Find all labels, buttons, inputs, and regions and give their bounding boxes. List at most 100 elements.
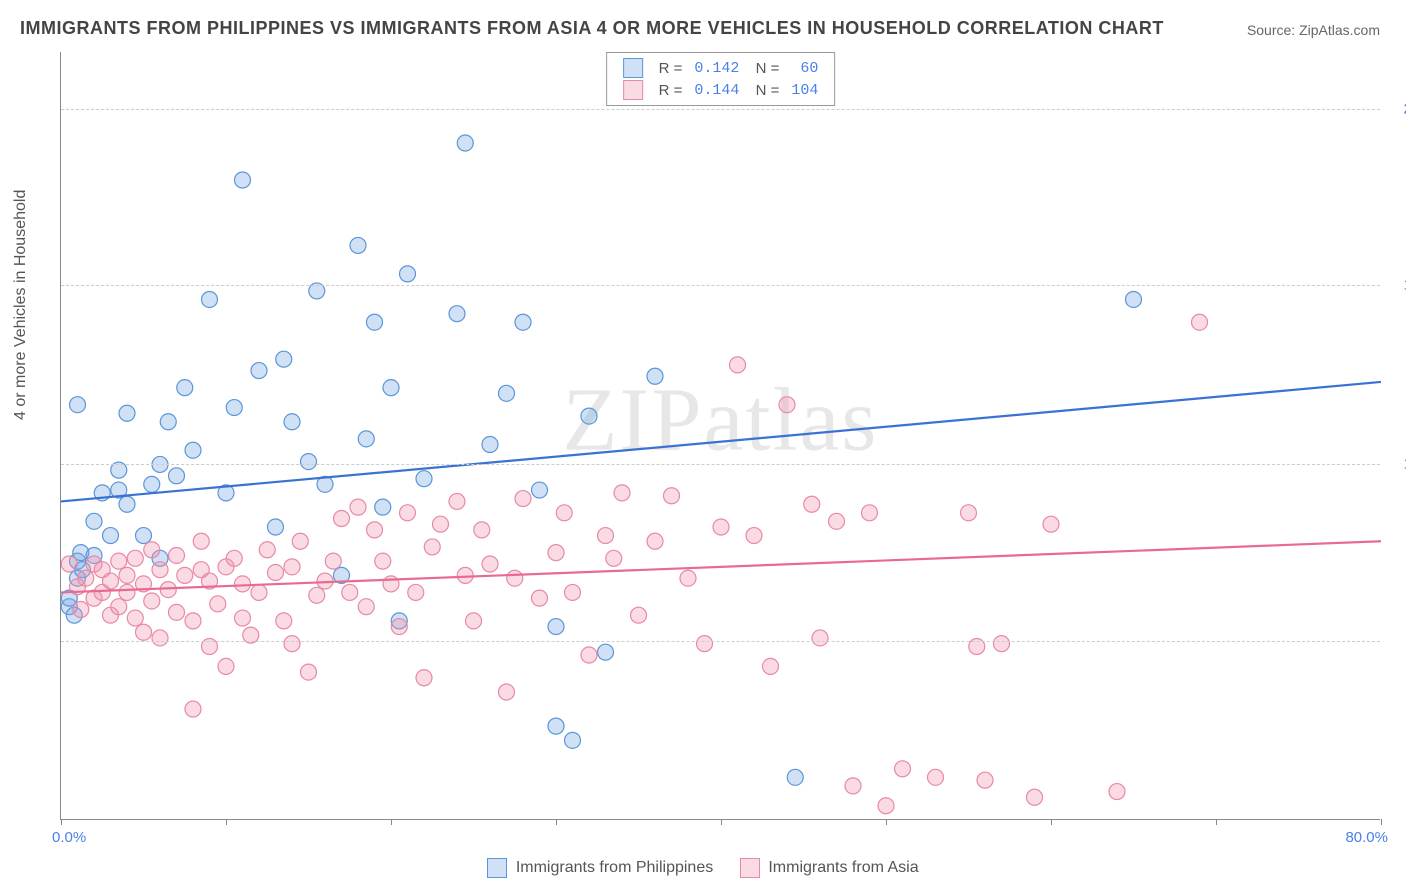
grid-line [61, 641, 1380, 642]
legend-label-asia: Immigrants from Asia [768, 859, 918, 876]
data-point [160, 414, 176, 430]
data-point [325, 553, 341, 569]
swatch-asia-bottom [740, 858, 760, 878]
data-point [210, 596, 226, 612]
data-point [548, 619, 564, 635]
data-point [961, 505, 977, 521]
data-point [268, 565, 284, 581]
data-point [334, 510, 350, 526]
data-point [284, 636, 300, 652]
data-point [375, 553, 391, 569]
data-point [457, 567, 473, 583]
data-point [680, 570, 696, 586]
n-value-asia: 104 [785, 79, 824, 101]
data-point [548, 718, 564, 734]
x-tick [556, 819, 557, 825]
data-point [235, 172, 251, 188]
data-point [565, 584, 581, 600]
data-point [235, 576, 251, 592]
data-point [218, 658, 234, 674]
grid-line [61, 464, 1380, 465]
data-point [367, 522, 383, 538]
data-point [119, 405, 135, 421]
grid-line [61, 109, 1380, 110]
data-point [994, 636, 1010, 652]
data-point [185, 442, 201, 458]
data-point [532, 482, 548, 498]
swatch-asia [623, 80, 643, 100]
data-point [383, 380, 399, 396]
data-point [284, 414, 300, 430]
scatter-svg [61, 52, 1381, 820]
data-point [226, 550, 242, 566]
data-point [1126, 291, 1142, 307]
x-tick [391, 819, 392, 825]
data-point [144, 542, 160, 558]
data-point [499, 684, 515, 700]
y-tick-label: 25.0% [1386, 100, 1406, 117]
data-point [119, 584, 135, 600]
data-point [515, 491, 531, 507]
data-point [598, 644, 614, 660]
data-point [292, 533, 308, 549]
data-point [664, 488, 680, 504]
r-value-philippines: 0.142 [688, 57, 745, 79]
data-point [779, 397, 795, 413]
data-point [383, 576, 399, 592]
data-point [342, 584, 358, 600]
n-value-philippines: 60 [785, 57, 824, 79]
data-point [1109, 784, 1125, 800]
data-point [581, 408, 597, 424]
grid-line [61, 285, 1380, 286]
data-point [1043, 516, 1059, 532]
data-point [449, 306, 465, 322]
plot-area: ZIPatlas R = 0.142 N = 60 R = 0.144 N = … [60, 52, 1380, 820]
x-tick [226, 819, 227, 825]
data-point [111, 599, 127, 615]
data-point [152, 630, 168, 646]
data-point [127, 550, 143, 566]
data-point [449, 493, 465, 509]
data-point [895, 761, 911, 777]
regression-line [61, 382, 1381, 501]
data-point [482, 556, 498, 572]
series-legend: Immigrants from Philippines Immigrants f… [0, 858, 1406, 878]
x-axis-min-label: 0.0% [52, 829, 86, 846]
data-point [829, 513, 845, 529]
chart-title: IMMIGRANTS FROM PHILIPPINES VS IMMIGRANT… [20, 18, 1164, 39]
data-point [284, 559, 300, 575]
data-point [301, 454, 317, 470]
legend-row-philippines: R = 0.142 N = 60 [617, 57, 825, 79]
data-point [144, 476, 160, 492]
data-point [177, 380, 193, 396]
data-point [507, 570, 523, 586]
data-point [73, 602, 89, 618]
data-point [408, 584, 424, 600]
data-point [86, 513, 102, 529]
data-point [301, 664, 317, 680]
data-point [647, 368, 663, 384]
r-value-asia: 0.144 [688, 79, 745, 101]
data-point [251, 584, 267, 600]
data-point [276, 351, 292, 367]
data-point [746, 528, 762, 544]
swatch-philippines-bottom [487, 858, 507, 878]
data-point [532, 590, 548, 606]
data-point [119, 567, 135, 583]
data-point [391, 619, 407, 635]
data-point [763, 658, 779, 674]
data-point [647, 533, 663, 549]
data-point [177, 567, 193, 583]
data-point [103, 573, 119, 589]
data-point [697, 636, 713, 652]
data-point [433, 516, 449, 532]
data-point [977, 772, 993, 788]
legend-row-asia: R = 0.144 N = 104 [617, 79, 825, 101]
data-point [235, 610, 251, 626]
data-point [598, 528, 614, 544]
data-point [78, 570, 94, 586]
data-point [416, 670, 432, 686]
data-point [136, 528, 152, 544]
data-point [845, 778, 861, 794]
data-point [375, 499, 391, 515]
